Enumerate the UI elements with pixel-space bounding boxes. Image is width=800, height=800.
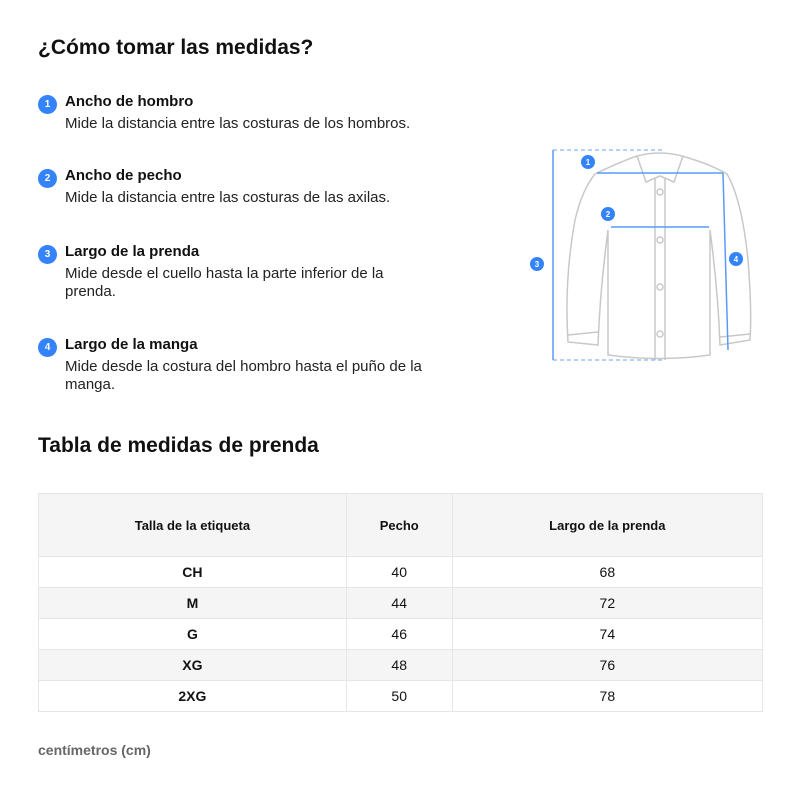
step-number-badge: 1 bbox=[38, 95, 57, 114]
length-guide-dashed bbox=[553, 149, 663, 361]
cell-length: 72 bbox=[451, 587, 764, 619]
svg-text:2: 2 bbox=[606, 210, 611, 219]
header-size: Talla de la etiqueta bbox=[38, 493, 347, 557]
step-number-badge: 2 bbox=[38, 169, 57, 188]
table-header-row: Talla de la etiqueta Pecho Largo de la p… bbox=[38, 493, 764, 557]
shirt-measurement-diagram: 1 2 3 4 bbox=[530, 149, 752, 361]
cell-chest: 40 bbox=[345, 556, 453, 588]
svg-text:1: 1 bbox=[586, 158, 591, 167]
table-row: M 44 72 bbox=[38, 587, 764, 619]
step-title: Largo de la prenda bbox=[65, 243, 200, 260]
cell-chest: 48 bbox=[345, 649, 453, 681]
cell-size: CH bbox=[38, 556, 347, 588]
cell-chest: 50 bbox=[345, 680, 453, 712]
step-description: Mide desde la costura del hombro hasta e… bbox=[65, 358, 422, 393]
step-number-badge: 4 bbox=[38, 338, 57, 357]
marker-3: 3 bbox=[530, 257, 544, 271]
cell-chest: 44 bbox=[345, 587, 453, 619]
cell-length: 78 bbox=[451, 680, 764, 712]
cell-length: 68 bbox=[451, 556, 764, 588]
page-title: ¿Cómo tomar las medidas? bbox=[38, 36, 314, 59]
step-description: Mide desde el cuello hasta la parte infe… bbox=[65, 265, 384, 300]
size-table: Talla de la etiqueta Pecho Largo de la p… bbox=[38, 493, 764, 712]
cell-size: G bbox=[38, 618, 347, 650]
table-row: 2XG 50 78 bbox=[38, 680, 764, 712]
sleeve-line bbox=[722, 172, 729, 351]
step-description: Mide la distancia entre las costuras de … bbox=[65, 189, 391, 206]
step-title: Ancho de hombro bbox=[65, 93, 194, 110]
table-title: Tabla de medidas de prenda bbox=[38, 434, 319, 457]
marker-4: 4 bbox=[729, 252, 743, 266]
step-description: Mide la distancia entre las costuras de … bbox=[65, 115, 411, 132]
cell-size: M bbox=[38, 587, 347, 619]
table-row: CH 40 68 bbox=[38, 556, 764, 588]
table-row: G 46 74 bbox=[38, 618, 764, 650]
step-title: Ancho de pecho bbox=[65, 167, 182, 184]
cell-size: XG bbox=[38, 649, 347, 681]
cell-chest: 46 bbox=[345, 618, 453, 650]
svg-text:3: 3 bbox=[535, 260, 540, 269]
header-chest: Pecho bbox=[345, 493, 453, 557]
unit-note: centímetros (cm) bbox=[38, 742, 151, 758]
step-title: Largo de la manga bbox=[65, 336, 198, 353]
cell-length: 76 bbox=[451, 649, 764, 681]
table-row: XG 48 76 bbox=[38, 649, 764, 681]
svg-text:4: 4 bbox=[734, 255, 739, 264]
marker-1: 1 bbox=[581, 155, 595, 169]
cell-size: 2XG bbox=[38, 680, 347, 712]
cell-length: 74 bbox=[451, 618, 764, 650]
header-length: Largo de la prenda bbox=[451, 493, 764, 557]
step-number-badge: 3 bbox=[38, 245, 57, 264]
marker-2: 2 bbox=[601, 207, 615, 221]
